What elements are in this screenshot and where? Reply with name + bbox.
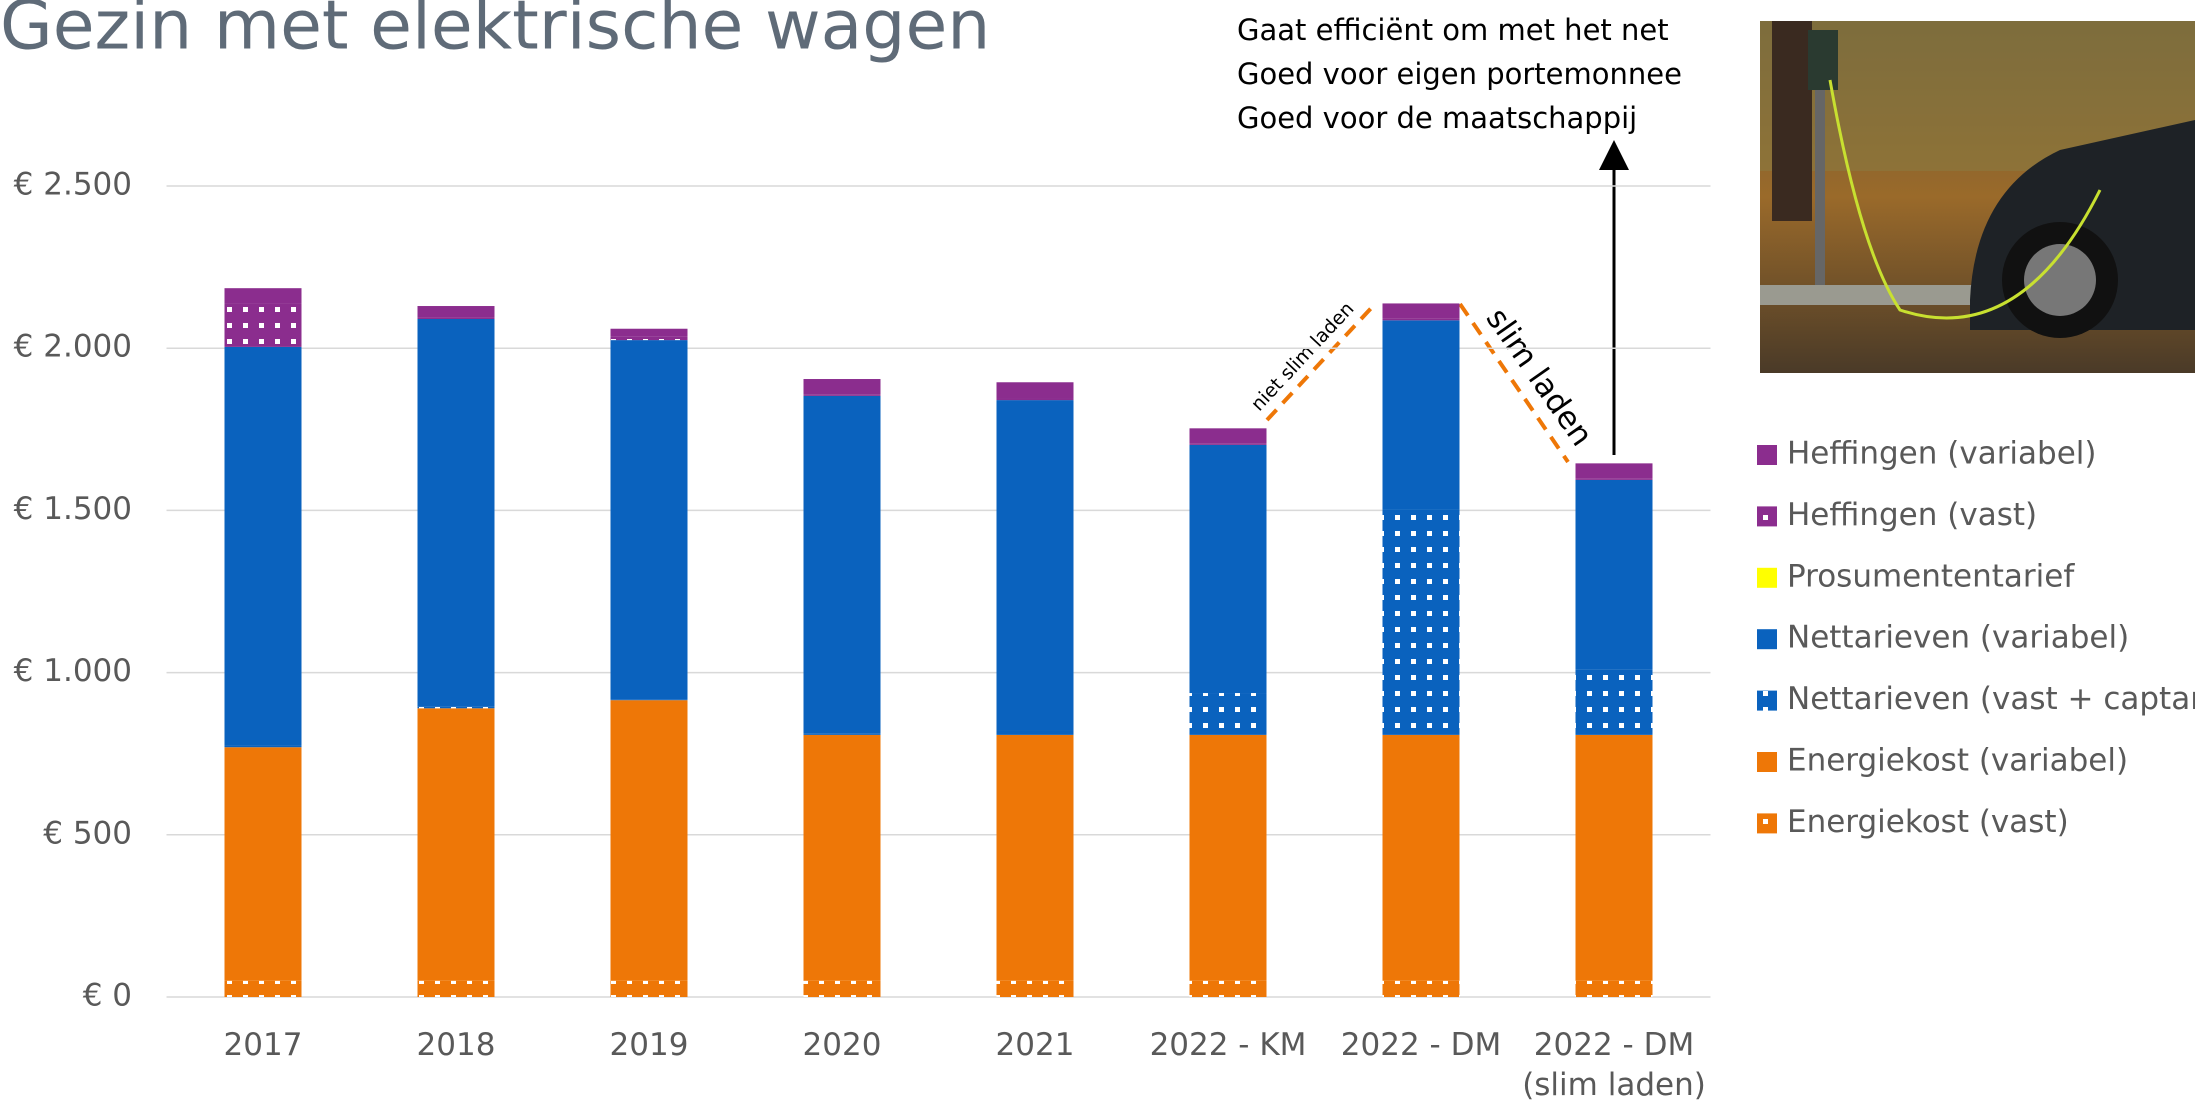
dashed-line: [1458, 302, 1570, 464]
y-tick-label: € 500: [43, 815, 132, 851]
annotation: niet slim laden: [1247, 298, 1359, 416]
bar-segment: [1382, 980, 1460, 997]
bar-segment: [1189, 980, 1267, 997]
bar-segment: [417, 708, 495, 981]
note: Gaat efficiënt om met het net: [1237, 13, 1669, 47]
bar-segment: [1382, 509, 1460, 735]
dashed-line: [1265, 302, 1377, 422]
bar-segment: [1382, 734, 1460, 981]
bar-segment: [996, 400, 1074, 731]
bar-segment: [803, 733, 881, 735]
photo-pole: [1815, 90, 1825, 290]
legend-swatch: [1757, 629, 1777, 650]
bar-segment: [224, 747, 302, 981]
bar-segment: [417, 706, 495, 709]
y-tick-label: € 1.500: [14, 491, 132, 527]
bar-segment: [417, 980, 495, 997]
bar-segment: [610, 328, 688, 337]
bar-segment: [803, 734, 881, 981]
bar-segment: [417, 319, 495, 707]
x-tick-label: 2021: [995, 1027, 1075, 1063]
bar-segment: [417, 317, 495, 320]
bar-segment: [803, 980, 881, 997]
bar-segment: [1575, 463, 1653, 479]
legend-swatch: [1757, 752, 1777, 772]
bar-segment: [1575, 669, 1653, 735]
bar-segment: [996, 980, 1074, 997]
bar-segment: [1189, 444, 1267, 694]
legend-swatch: [1757, 813, 1777, 834]
bar-segment: [803, 394, 881, 396]
bar-segment: [996, 398, 1074, 401]
bar-segment: [610, 980, 688, 997]
bar-segment: [1575, 479, 1653, 670]
photo-charger: [1808, 30, 1838, 90]
bar-segment: [1189, 428, 1267, 444]
bar-segment: [417, 306, 495, 318]
bar-segment: [610, 699, 688, 701]
bar-segment: [1382, 303, 1460, 319]
x-tick-label: 2019: [609, 1027, 689, 1063]
bar-segment: [1382, 318, 1460, 321]
note: Goed voor de maatschappij: [1237, 101, 1638, 135]
photo-cable: [1828, 79, 2102, 320]
bar-segment: [1575, 478, 1653, 480]
annotation: slim laden: [1479, 302, 1600, 453]
chart-title: Gezin met elektrische wagen: [0, 0, 990, 66]
x-tick-label: 2022 - DM (slim laden): [1522, 1027, 1706, 1103]
y-tick-label: € 1.000: [14, 653, 132, 689]
legend-swatch: [1757, 506, 1777, 527]
photo-rim: [2024, 244, 2096, 316]
bar-segment: [1382, 320, 1460, 510]
bar-segment: [1575, 734, 1653, 981]
legend-label: Nettarieven (vast + captar): [1787, 681, 2195, 717]
bar-segment: [224, 980, 302, 997]
bar-segment: [224, 288, 302, 304]
bar-segment: [996, 382, 1074, 399]
legend-swatch: [1757, 690, 1777, 711]
y-tick-label: € 0: [83, 978, 132, 1014]
x-tick-label: 2020: [802, 1027, 882, 1063]
legend-swatch: [1757, 445, 1777, 465]
legend-label: Heffingen (variabel): [1787, 436, 2097, 472]
legend-label: Nettarieven (variabel): [1787, 620, 2129, 656]
x-tick-label: 2022 - KM: [1149, 1027, 1307, 1063]
bar-segment: [224, 303, 302, 347]
bar-segment: [803, 379, 881, 395]
legend-label: Prosumententarief: [1787, 558, 2075, 594]
bar-segment: [1575, 980, 1653, 997]
bar-segment: [610, 700, 688, 981]
legend-label: Energiekost (vast): [1787, 804, 2069, 840]
y-tick-label: € 2.500: [14, 167, 132, 203]
note: Goed voor eigen portemonnee: [1237, 57, 1682, 91]
bar-segment: [1189, 693, 1267, 735]
x-tick-label: 2017: [223, 1027, 303, 1063]
bar-segment: [803, 395, 881, 734]
legend-label: Heffingen (vast): [1787, 497, 2037, 533]
bar-segment: [996, 734, 1074, 981]
bar-segment: [1189, 443, 1267, 445]
y-tick-label: € 2.000: [14, 329, 132, 365]
bar-segment: [1189, 734, 1267, 981]
legend-label: Energiekost (variabel): [1787, 743, 2128, 779]
x-tick-label: 2022 - DM: [1340, 1027, 1502, 1063]
bar-segment: [996, 730, 1074, 735]
bar-segment: [224, 346, 302, 746]
legend-swatch: [1757, 567, 1777, 588]
bar-segment: [224, 745, 302, 748]
bar-segment: [610, 340, 688, 700]
photo: [1760, 21, 2195, 373]
x-tick-label: 2018: [416, 1027, 496, 1063]
photo-trunk: [1772, 21, 1812, 221]
bar-segment: [610, 336, 688, 341]
